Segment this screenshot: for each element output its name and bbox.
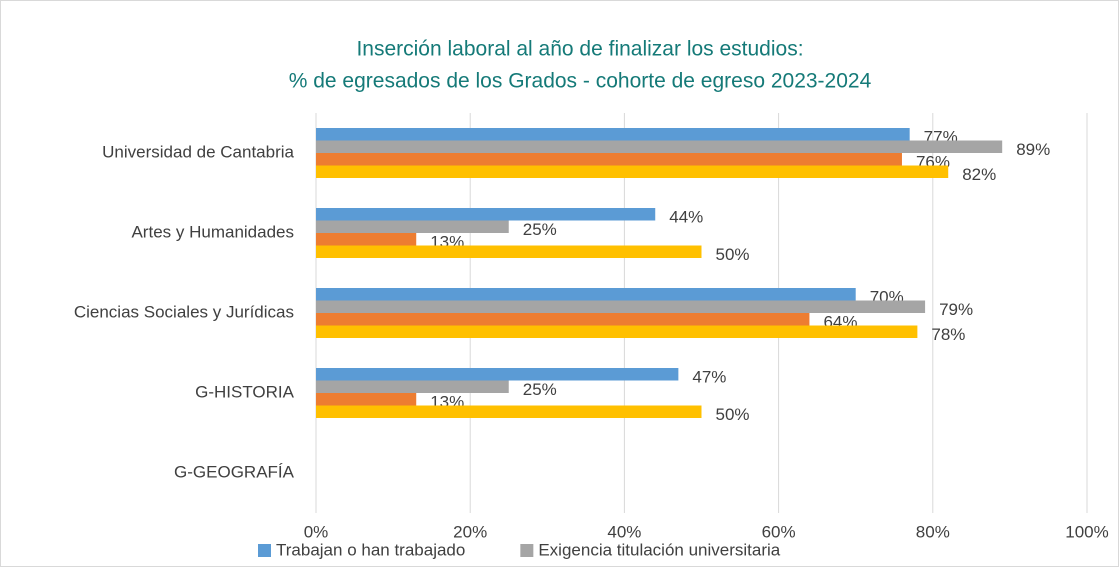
bar — [316, 405, 702, 418]
value-label: 78% — [931, 325, 965, 344]
chart-title: Inserción laboral al año de finalizar lo… — [356, 38, 803, 61]
legend-swatch — [258, 544, 271, 557]
bar — [316, 245, 702, 258]
value-label: 50% — [716, 405, 750, 424]
chart-title: % de egresados de los Grados - cohorte d… — [289, 70, 872, 93]
bar — [316, 300, 926, 313]
bar — [316, 288, 856, 301]
bar — [316, 368, 679, 381]
legend-label: Exigencia titulación universitaria — [538, 540, 780, 559]
bar — [316, 165, 949, 178]
x-tick-label: 0% — [304, 522, 329, 541]
bar — [316, 325, 918, 338]
bar — [316, 220, 509, 233]
legend-label: Trabajan o han trabajado — [276, 540, 465, 559]
value-label: 47% — [692, 368, 726, 387]
legend-swatch — [520, 544, 534, 557]
value-label: 82% — [962, 165, 996, 184]
y-tick-label: G-HISTORIA — [195, 382, 295, 401]
y-tick-label: Ciencias Sociales y Jurídicas — [74, 302, 294, 321]
value-label: 25% — [523, 380, 557, 399]
value-label: 44% — [669, 208, 703, 227]
x-tick-label: 80% — [916, 522, 950, 541]
bar — [316, 153, 902, 166]
bar — [316, 393, 417, 406]
y-tick-label: G-GEOGRAFÍA — [174, 462, 295, 481]
x-tick-label: 20% — [453, 522, 487, 541]
bar — [316, 208, 656, 221]
bar — [316, 233, 417, 246]
y-tick-label: Universidad de Cantabria — [102, 142, 294, 161]
x-tick-label: 40% — [607, 522, 641, 541]
bar — [316, 380, 509, 393]
value-label: 79% — [939, 300, 973, 319]
y-tick-label: Artes y Humanidades — [131, 222, 294, 241]
bar — [316, 140, 1003, 153]
x-tick-label: 60% — [762, 522, 796, 541]
value-label: 89% — [1016, 140, 1050, 159]
x-tick-label: 100% — [1065, 522, 1108, 541]
value-label: 25% — [523, 220, 557, 239]
bar — [316, 313, 810, 326]
value-label: 50% — [716, 245, 750, 264]
bar — [316, 128, 910, 141]
